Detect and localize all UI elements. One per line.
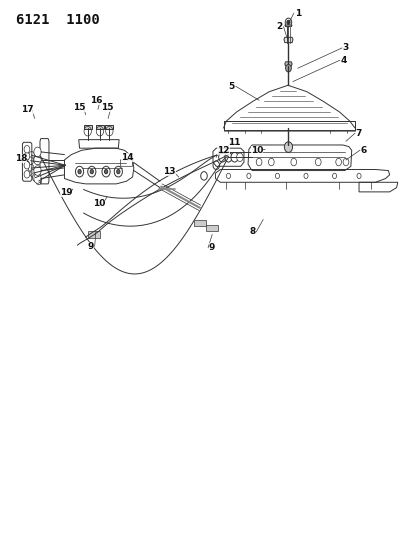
Circle shape	[34, 166, 41, 175]
Text: 19: 19	[60, 189, 72, 197]
Circle shape	[201, 172, 207, 180]
Circle shape	[75, 166, 84, 177]
Circle shape	[36, 177, 42, 185]
Circle shape	[284, 142, 293, 152]
Text: 7: 7	[356, 129, 362, 138]
Circle shape	[28, 157, 33, 165]
Polygon shape	[105, 125, 113, 129]
Circle shape	[231, 152, 238, 162]
Text: 8: 8	[249, 228, 255, 236]
Text: 17: 17	[22, 105, 34, 114]
Text: 1: 1	[295, 9, 301, 18]
Polygon shape	[206, 225, 218, 231]
Circle shape	[117, 169, 120, 174]
Polygon shape	[285, 62, 292, 66]
Circle shape	[287, 20, 290, 25]
Polygon shape	[88, 231, 100, 238]
Circle shape	[24, 171, 30, 178]
Circle shape	[225, 152, 232, 162]
Text: 9: 9	[87, 242, 94, 251]
Circle shape	[102, 166, 110, 177]
Circle shape	[213, 161, 220, 169]
Circle shape	[114, 166, 122, 177]
Circle shape	[225, 152, 232, 161]
Circle shape	[24, 146, 30, 153]
Polygon shape	[194, 220, 206, 226]
Text: 10: 10	[251, 146, 263, 155]
Text: 6121  1100: 6121 1100	[16, 13, 100, 27]
Circle shape	[28, 164, 34, 172]
Polygon shape	[96, 125, 104, 129]
Circle shape	[24, 152, 30, 160]
Text: 3: 3	[343, 44, 349, 52]
Circle shape	[30, 169, 35, 177]
Circle shape	[88, 166, 96, 177]
Polygon shape	[284, 37, 293, 43]
Text: 16: 16	[90, 96, 102, 104]
Circle shape	[33, 174, 38, 181]
Circle shape	[90, 169, 93, 174]
Circle shape	[237, 153, 243, 161]
Polygon shape	[285, 25, 292, 27]
Circle shape	[104, 169, 108, 174]
Circle shape	[286, 64, 291, 72]
Circle shape	[219, 152, 226, 162]
Text: 11: 11	[228, 139, 241, 147]
Text: 9: 9	[209, 244, 215, 252]
Text: 15: 15	[73, 103, 86, 112]
Circle shape	[29, 151, 34, 159]
Circle shape	[34, 174, 41, 183]
Text: 13: 13	[163, 167, 175, 176]
Text: 14: 14	[121, 153, 133, 161]
Polygon shape	[84, 125, 92, 129]
Circle shape	[78, 169, 81, 174]
Text: 12: 12	[217, 146, 230, 155]
Text: 2: 2	[276, 22, 283, 31]
Text: 15: 15	[101, 103, 113, 112]
Text: 4: 4	[341, 56, 347, 64]
Circle shape	[34, 147, 41, 157]
Circle shape	[24, 161, 30, 169]
Text: 6: 6	[361, 146, 367, 155]
Text: 5: 5	[228, 82, 235, 91]
Circle shape	[34, 155, 41, 165]
Text: 10: 10	[93, 199, 105, 208]
Text: 18: 18	[15, 155, 27, 163]
